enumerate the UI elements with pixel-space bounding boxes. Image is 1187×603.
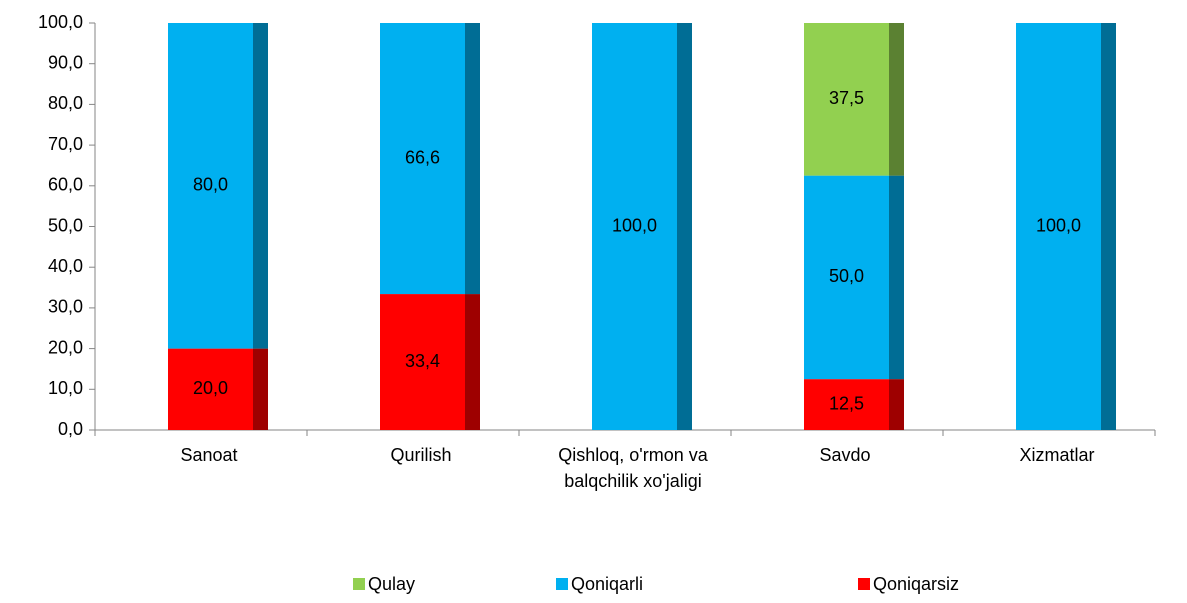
bar-side [465,23,480,295]
bar [592,23,677,430]
legend-swatch [858,578,870,590]
bar-side [253,348,268,430]
y-tick-label: 20,0 [48,337,83,357]
value-label: 37,5 [829,88,864,108]
legend-swatch [556,578,568,590]
bar-side [677,23,692,430]
x-tick-label: Qurilish [390,445,452,465]
value-label: 100,0 [1036,215,1081,235]
value-label: 12,5 [829,393,864,413]
bar [804,23,889,176]
y-tick-label: 80,0 [48,93,83,113]
bar-side [889,379,904,430]
bar [168,348,253,430]
bar-side [465,294,480,430]
bar-side [253,23,268,349]
bar [168,23,253,349]
value-label: 20,0 [193,378,228,398]
legend-label: Qoniqarli [571,574,643,594]
x-tick-label: Savdo [819,445,871,465]
y-tick-label: 0,0 [58,419,83,439]
bar-side [1101,23,1116,430]
bar [1016,23,1101,430]
y-tick-label: 40,0 [48,256,83,276]
x-label-box: Xizmatlar [1019,445,1095,465]
bar-side [889,175,904,380]
bar [804,379,889,430]
x-tick-label: Xizmatlar [1019,445,1095,465]
x-label-box: Qurilish [390,445,452,465]
y-tick-label: 30,0 [48,297,83,317]
value-label: 66,6 [405,147,440,167]
x-label-box: Savdo [819,445,871,465]
y-tick-label: 10,0 [48,378,83,398]
bar [380,294,465,430]
y-tick-label: 60,0 [48,175,83,195]
y-tick-label: 100,0 [38,12,83,32]
bar [804,175,889,380]
value-label: 50,0 [829,266,864,286]
legend-label: Qulay [368,574,415,594]
value-label: 80,0 [193,175,228,195]
y-tick-label: 50,0 [48,215,83,235]
value-label: 33,4 [405,351,440,371]
x-tick-label: Qishloq, o'rmon va balqchilik xo'jaligi [558,445,708,491]
x-tick-label: Sanoat [180,445,238,465]
x-label-box: Qishloq, o'rmon va balqchilik xo'jaligi [558,445,708,491]
y-tick-label: 90,0 [48,52,83,72]
x-label-box: Sanoat [180,445,238,465]
legend-swatch [353,578,365,590]
bar [380,23,465,295]
value-label: 100,0 [612,215,657,235]
bar-side [889,23,904,176]
legend-label: Qoniqarsiz [873,574,959,594]
y-tick-label: 70,0 [48,134,83,154]
